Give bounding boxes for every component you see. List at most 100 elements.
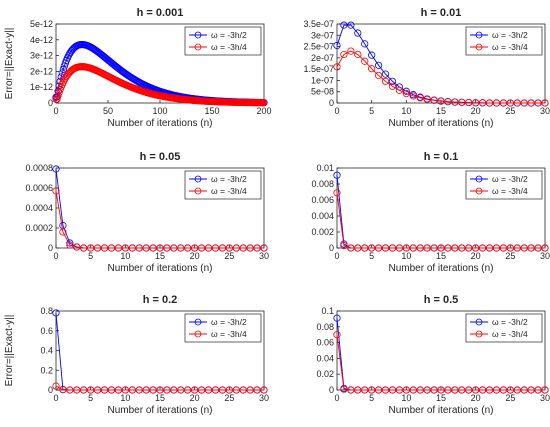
data-point	[374, 61, 383, 69]
series-line	[55, 190, 264, 249]
data-point	[73, 386, 81, 394]
x-tick-label: 15	[155, 393, 165, 403]
x-tick-label: 30	[259, 251, 269, 261]
data-point	[472, 386, 480, 394]
legend: ω = -3h/2 ω = -3h/4	[465, 26, 543, 56]
data-point	[361, 57, 369, 65]
x-tick-label: 150	[204, 106, 219, 116]
legend-marker	[475, 43, 483, 51]
x-tick-label: 15	[436, 251, 446, 261]
data-point	[52, 309, 60, 317]
y-tick-label: 0.0002	[25, 223, 53, 233]
legend-marker	[475, 318, 483, 326]
x-tick-label: 0	[334, 251, 339, 261]
legend-marker	[475, 330, 483, 338]
data-point	[409, 244, 417, 252]
data-point	[430, 96, 438, 104]
y-tick-label: 2e-12	[30, 66, 53, 76]
x-axis-label: Number of iterations (n)	[388, 405, 493, 416]
x-axis-label: Number of iterations (n)	[107, 118, 212, 129]
y-tick-label: 1e-07	[311, 75, 334, 85]
legend-label: ω = -3h/4	[211, 42, 247, 52]
legend-marker	[475, 175, 483, 183]
data-point	[520, 386, 528, 394]
legend: ω = -3h/2 ω = -3h/4	[184, 313, 262, 343]
x-tick-label: 100	[152, 106, 167, 116]
series-line	[336, 334, 545, 391]
subplot-5: h = 0.2 0 5 10 15 20 25 30 0 0.2 0.4 0.6 0.8 Number o…	[4, 294, 269, 416]
x-tick-label: 10	[401, 251, 411, 261]
legend-marker	[475, 187, 483, 195]
data-point	[437, 244, 445, 252]
x-tick-label: 0	[334, 106, 339, 116]
data-point	[430, 386, 438, 394]
y-tick-label: 0.0004	[25, 203, 53, 213]
data-point	[354, 244, 362, 252]
legend-label: ω = -3h/2	[211, 30, 247, 40]
x-axis-label: Number of iterations (n)	[388, 118, 493, 129]
data-point	[128, 386, 136, 394]
data-point	[478, 244, 487, 252]
data-point	[94, 386, 102, 394]
data-point	[485, 244, 494, 252]
series-line	[336, 50, 545, 104]
data-point	[52, 187, 60, 195]
y-tick-label: 1e-12	[30, 82, 53, 92]
x-axis-label: Number of iterations (n)	[107, 405, 212, 416]
legend-marker	[194, 330, 202, 338]
data-point	[253, 244, 261, 252]
data-point	[513, 99, 521, 107]
data-point	[232, 244, 240, 252]
y-tick-label: 0.04	[316, 353, 334, 363]
data-point	[492, 99, 501, 107]
data-point	[416, 386, 424, 394]
data-point	[368, 386, 376, 394]
x-tick-label: 5	[369, 393, 374, 403]
data-point	[59, 228, 67, 236]
y-tick-label: 0.01	[316, 163, 334, 173]
data-point	[170, 244, 178, 252]
data-point	[149, 386, 157, 394]
legend-label: ω = -3h/4	[211, 329, 247, 339]
x-tick-label: 25	[505, 251, 515, 261]
data-point	[520, 244, 528, 252]
data-point	[534, 244, 542, 252]
data-point	[87, 244, 95, 252]
x-tick-label: 25	[224, 393, 234, 403]
data-point	[59, 65, 67, 73]
x-tick-label: 20	[190, 251, 200, 261]
data-point	[541, 244, 549, 252]
data-point	[451, 98, 459, 106]
data-point	[472, 244, 480, 252]
x-tick-label: 5	[369, 251, 374, 261]
y-tick-label: 0.0008	[25, 163, 53, 173]
y-axis-label: Error=||Exact-y||	[4, 315, 15, 387]
data-point	[66, 239, 74, 247]
y-axis-label: Error=||Exact-y||	[4, 28, 15, 100]
data-point	[499, 244, 507, 252]
data-point	[163, 244, 171, 252]
data-point	[170, 386, 178, 394]
x-tick-label: 10	[401, 106, 411, 116]
legend-marker	[475, 31, 483, 39]
data-point	[402, 386, 410, 394]
data-point	[246, 244, 254, 252]
x-tick-label: 10	[120, 393, 130, 403]
legend-marker	[194, 187, 202, 195]
subplot-title: h = 0.1	[424, 151, 459, 163]
series-2	[52, 382, 268, 394]
data-point	[260, 386, 268, 394]
data-point	[94, 244, 102, 252]
data-point	[465, 244, 473, 252]
data-point	[423, 244, 431, 252]
data-point	[388, 386, 397, 394]
y-tick-label: 0.08	[316, 322, 334, 332]
data-point	[211, 386, 220, 394]
x-tick-label: 30	[540, 251, 550, 261]
legend-marker	[194, 318, 202, 326]
data-point	[184, 244, 192, 252]
data-point	[416, 94, 424, 102]
legend-label: ω = -3h/2	[492, 30, 528, 40]
data-point	[177, 386, 185, 394]
data-point	[368, 65, 376, 73]
